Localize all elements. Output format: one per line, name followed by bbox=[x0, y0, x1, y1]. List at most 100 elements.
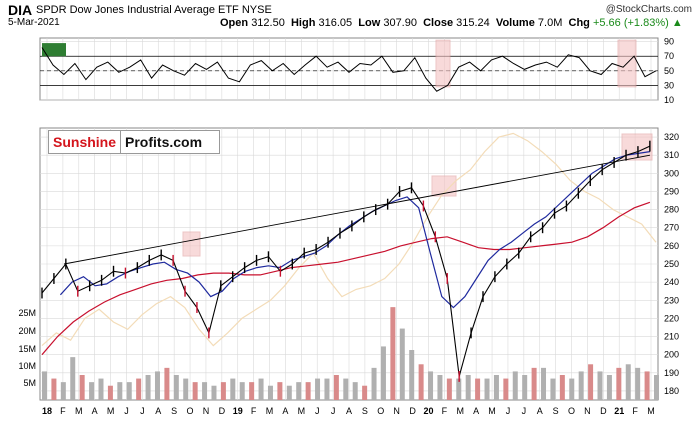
volume-bar bbox=[352, 382, 358, 400]
volume-bar bbox=[625, 364, 631, 400]
close-value: 315.24 bbox=[456, 17, 490, 29]
volume-bar bbox=[145, 375, 151, 400]
x-tick-label: M bbox=[107, 406, 115, 416]
ohlc-bar: Open 312.50 High 316.05 Low 307.90 Close… bbox=[220, 17, 683, 29]
x-tick-label: M bbox=[298, 406, 306, 416]
x-tick-label: J bbox=[522, 406, 527, 416]
ma-long-line bbox=[41, 201, 651, 356]
volume-tick-label: 10M bbox=[18, 361, 36, 371]
volume-bar bbox=[324, 378, 330, 400]
x-tick-label: N bbox=[203, 406, 210, 416]
x-tick-label: N bbox=[393, 406, 400, 416]
x-tick-label: D bbox=[600, 406, 607, 416]
volume-bar bbox=[559, 375, 565, 400]
open-value: 312.50 bbox=[251, 17, 285, 29]
x-tick-label: F bbox=[442, 406, 448, 416]
x-tick-label: M bbox=[488, 406, 496, 416]
x-tick-label: M bbox=[266, 406, 274, 416]
volume-value: 7.0M bbox=[537, 17, 563, 29]
volume-bar bbox=[409, 350, 415, 400]
x-tick-label: F bbox=[632, 406, 638, 416]
price-tick-label: 220 bbox=[664, 313, 679, 323]
price-tick-label: 200 bbox=[664, 350, 679, 360]
x-tick-label: J bbox=[315, 406, 320, 416]
volume-bar bbox=[578, 371, 584, 400]
volume-bar bbox=[446, 378, 452, 400]
x-tick-label: J bbox=[124, 406, 129, 416]
volume-bar bbox=[390, 307, 396, 400]
high-label: High bbox=[290, 17, 316, 29]
volume-tick-label: 20M bbox=[18, 326, 36, 336]
volume-bar bbox=[606, 375, 612, 400]
price-highlight-box bbox=[431, 175, 457, 197]
logo-part-1: Sunshine bbox=[49, 131, 122, 153]
volume-bar bbox=[98, 378, 104, 400]
volume-bar bbox=[220, 382, 226, 400]
x-tick-label: M bbox=[647, 406, 655, 416]
volume-bar bbox=[277, 382, 283, 400]
indicator-tick-label: 90 bbox=[664, 37, 674, 47]
volume-bar bbox=[512, 371, 518, 400]
x-tick-label: A bbox=[155, 406, 161, 416]
indicator-tick-label: 10 bbox=[664, 95, 674, 105]
volume-bar bbox=[550, 378, 556, 400]
x-tick-label: S bbox=[362, 406, 368, 416]
volume-bar bbox=[286, 385, 292, 400]
x-tick-label: O bbox=[187, 406, 194, 416]
chg-arrow-icon: ▲ bbox=[671, 17, 683, 29]
logo-part-2: Profits.com bbox=[125, 134, 203, 150]
volume-bar bbox=[60, 382, 66, 400]
price-tick-label: 260 bbox=[664, 241, 679, 251]
security-title: SPDR Dow Jones Industrial Average ETF NY… bbox=[36, 4, 272, 16]
price-tick-label: 230 bbox=[664, 295, 679, 305]
resistance-trendline bbox=[63, 154, 651, 265]
volume-bar bbox=[569, 378, 575, 400]
price-tick-label: 280 bbox=[664, 205, 679, 215]
indicator-tick-label: 70 bbox=[664, 51, 674, 61]
volume-bar bbox=[343, 378, 349, 400]
volume-bar bbox=[258, 378, 264, 400]
volume-bar bbox=[399, 328, 405, 400]
volume-bar bbox=[117, 382, 123, 400]
x-tick-label: F bbox=[60, 406, 66, 416]
volume-tick-label: 25M bbox=[18, 308, 36, 318]
x-tick-label: 20 bbox=[423, 406, 433, 416]
x-tick-label: A bbox=[346, 406, 352, 416]
price-tick-label: 190 bbox=[664, 368, 679, 378]
x-tick-label: D bbox=[219, 406, 226, 416]
volume-bar bbox=[428, 371, 434, 400]
volume-bar bbox=[635, 367, 641, 400]
volume-label: Volume bbox=[495, 17, 535, 29]
volume-bar bbox=[51, 378, 57, 400]
volume-bar bbox=[305, 382, 311, 400]
close-label: Close bbox=[423, 17, 454, 29]
price-highlight-box bbox=[182, 231, 201, 257]
x-tick-label: D bbox=[409, 406, 416, 416]
volume-bar bbox=[484, 378, 490, 400]
low-value: 307.90 bbox=[383, 17, 417, 29]
price-tick-label: 240 bbox=[664, 277, 679, 287]
volume-bar bbox=[249, 382, 255, 400]
volume-bar bbox=[371, 367, 377, 400]
price-tick-label: 270 bbox=[664, 223, 679, 233]
volume-bar bbox=[522, 375, 528, 400]
indicator-tick-label: 30 bbox=[664, 80, 674, 90]
indicator-highlight-box bbox=[435, 39, 451, 88]
volume-bar bbox=[183, 378, 189, 400]
watermark: @StockCharts.com bbox=[605, 4, 692, 15]
volume-bar bbox=[107, 385, 113, 400]
price-tick-label: 210 bbox=[664, 332, 679, 342]
volume-bar bbox=[644, 371, 650, 400]
volume-bar bbox=[418, 364, 424, 400]
volume-bar bbox=[136, 378, 142, 400]
volume-bar bbox=[531, 367, 537, 400]
x-tick-label: 18 bbox=[42, 406, 52, 416]
volume-bar bbox=[493, 375, 499, 400]
price-tick-label: 290 bbox=[664, 186, 679, 196]
x-tick-label: M bbox=[457, 406, 465, 416]
chart-date: 5-Mar-2021 bbox=[8, 17, 60, 28]
x-tick-label: S bbox=[553, 406, 559, 416]
x-tick-label: J bbox=[331, 406, 336, 416]
x-tick-label: S bbox=[171, 406, 177, 416]
